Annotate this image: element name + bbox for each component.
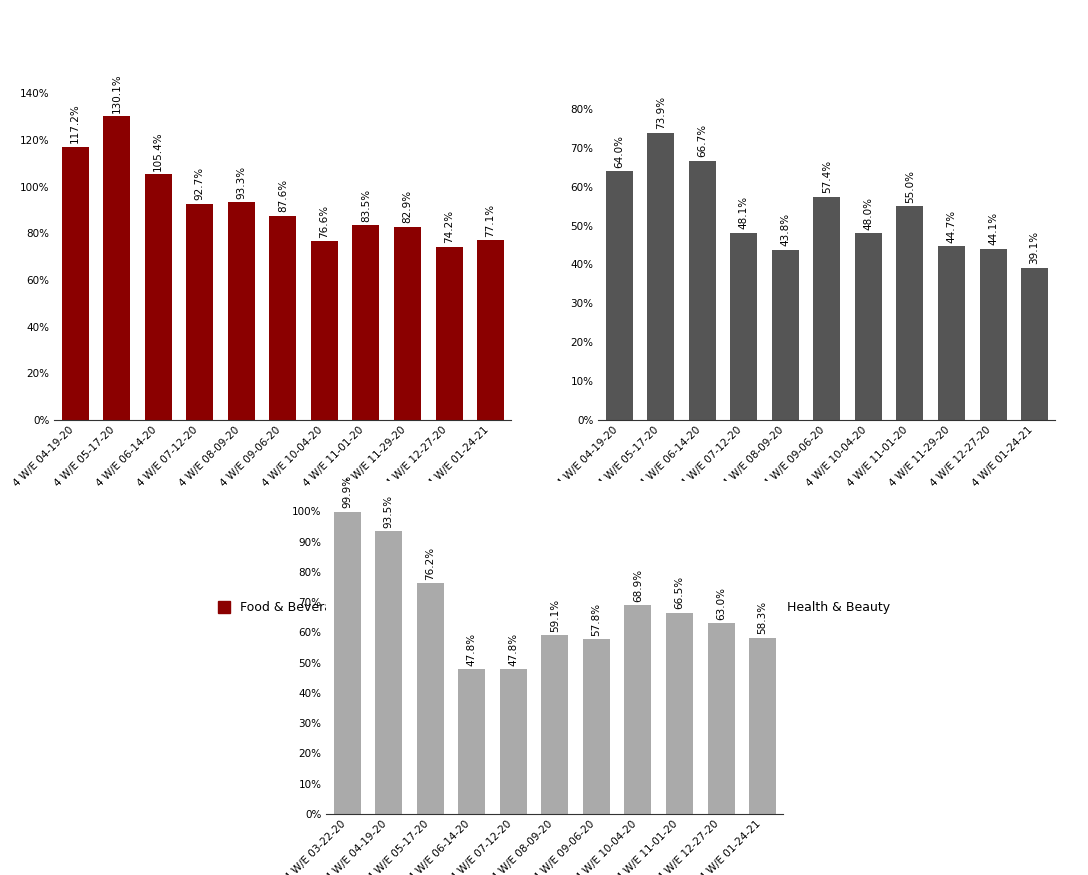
Bar xyxy=(458,669,485,814)
Text: 82.9%: 82.9% xyxy=(403,190,412,223)
Text: 68.9%: 68.9% xyxy=(633,569,643,602)
Bar xyxy=(542,635,568,814)
Text: 117.2%: 117.2% xyxy=(70,103,81,143)
Bar xyxy=(707,623,734,814)
Text: 43.8%: 43.8% xyxy=(780,213,790,246)
Text: 58.3%: 58.3% xyxy=(757,601,768,634)
Text: 48.1%: 48.1% xyxy=(739,196,749,229)
Bar xyxy=(311,242,338,420)
Bar xyxy=(897,206,924,420)
Bar xyxy=(938,246,965,420)
Bar xyxy=(606,172,633,420)
Text: 63.0%: 63.0% xyxy=(716,587,726,620)
Text: 57.4%: 57.4% xyxy=(821,160,832,193)
Text: 55.0%: 55.0% xyxy=(905,170,915,203)
Bar xyxy=(499,669,527,814)
Text: 59.1%: 59.1% xyxy=(549,598,560,632)
Text: 105.4%: 105.4% xyxy=(153,131,163,171)
Bar xyxy=(394,227,421,420)
Bar xyxy=(666,612,693,814)
Text: 44.7%: 44.7% xyxy=(947,209,956,242)
Text: 47.8%: 47.8% xyxy=(508,633,518,666)
Bar xyxy=(979,248,1006,420)
Text: 74.2%: 74.2% xyxy=(444,210,454,243)
Bar xyxy=(689,161,716,420)
Text: 93.3%: 93.3% xyxy=(236,165,246,199)
Text: 47.8%: 47.8% xyxy=(467,633,477,666)
Bar xyxy=(375,531,403,814)
Bar xyxy=(730,233,757,420)
Text: 48.0%: 48.0% xyxy=(864,197,874,230)
Bar xyxy=(814,197,840,420)
Text: 83.5%: 83.5% xyxy=(361,188,371,221)
Text: 44.1%: 44.1% xyxy=(988,212,998,245)
Bar xyxy=(145,174,172,420)
Bar xyxy=(749,638,776,814)
Text: 66.5%: 66.5% xyxy=(675,577,684,609)
Text: 76.2%: 76.2% xyxy=(425,547,435,580)
Text: 64.0%: 64.0% xyxy=(614,135,625,168)
Bar xyxy=(583,639,610,814)
Text: 99.9%: 99.9% xyxy=(342,475,353,508)
Bar xyxy=(435,247,462,420)
Text: 66.7%: 66.7% xyxy=(697,124,707,158)
Bar xyxy=(647,133,675,420)
Bar xyxy=(227,202,255,420)
Text: 92.7%: 92.7% xyxy=(195,167,205,200)
Bar xyxy=(855,234,882,420)
Text: 130.1%: 130.1% xyxy=(112,74,122,113)
Text: 77.1%: 77.1% xyxy=(485,204,496,236)
Bar xyxy=(417,584,444,814)
Bar xyxy=(771,249,799,420)
Text: 87.6%: 87.6% xyxy=(277,179,288,212)
Bar xyxy=(1021,268,1048,420)
Bar xyxy=(334,512,360,814)
Text: 93.5%: 93.5% xyxy=(384,494,394,528)
Bar xyxy=(625,606,652,814)
Bar xyxy=(62,146,89,420)
Text: 76.6%: 76.6% xyxy=(320,205,330,238)
Text: 57.8%: 57.8% xyxy=(592,603,602,636)
Bar xyxy=(103,116,131,420)
Text: 73.9%: 73.9% xyxy=(656,96,666,130)
Bar xyxy=(270,215,296,420)
Bar xyxy=(186,204,213,420)
Legend: Food & Beverage: Food & Beverage xyxy=(218,601,348,614)
Text: 39.1%: 39.1% xyxy=(1029,231,1040,264)
Legend: Health & Beauty: Health & Beauty xyxy=(764,601,890,614)
Bar xyxy=(477,240,504,420)
Bar xyxy=(353,225,380,420)
